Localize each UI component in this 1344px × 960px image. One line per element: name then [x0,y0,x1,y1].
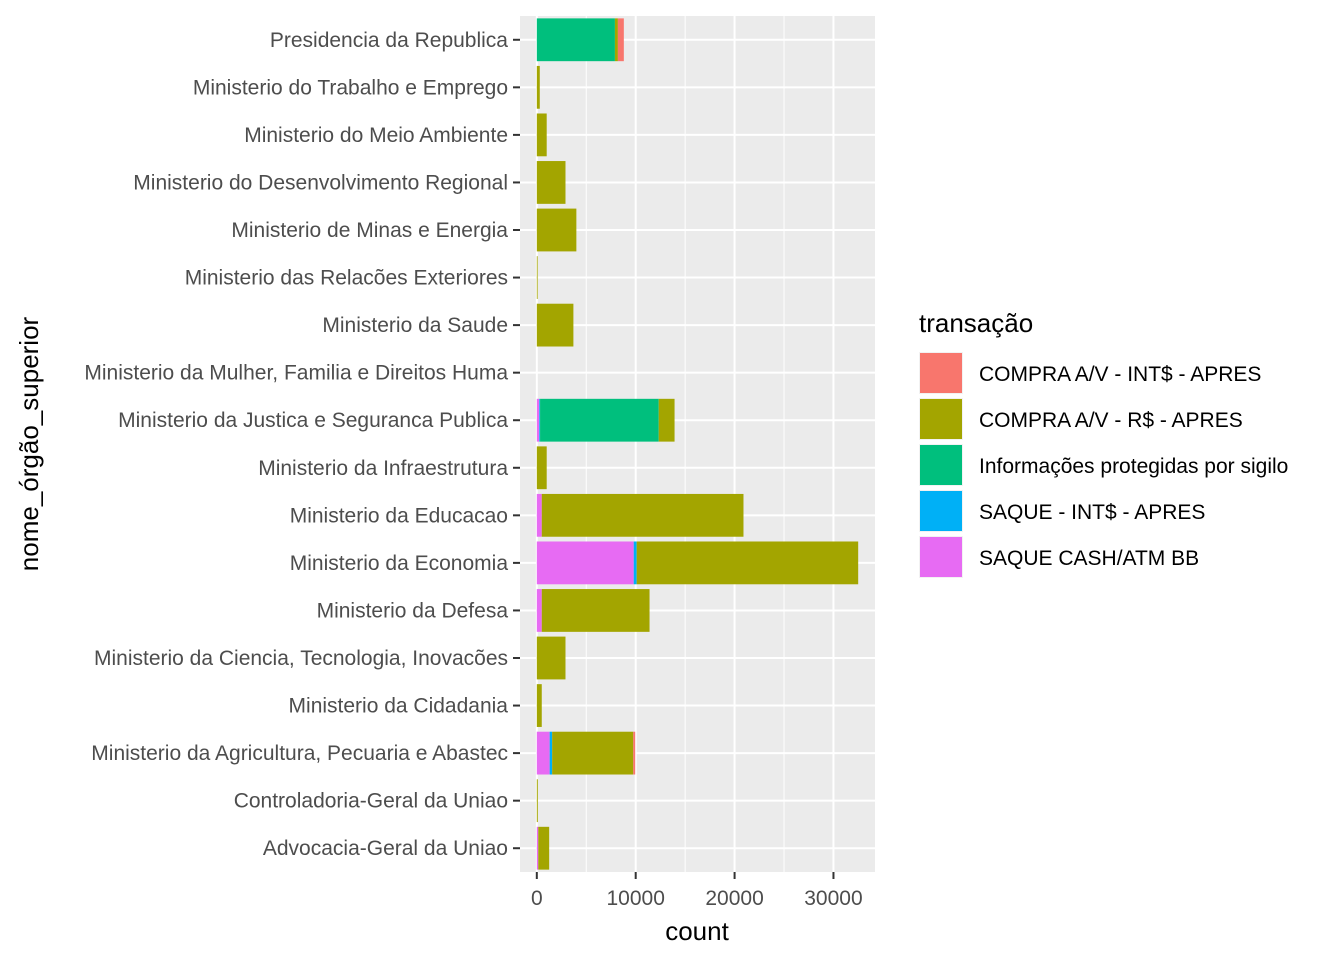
y-tick-label: Ministerio do Desenvolvimento Regional [133,171,508,194]
bar-segment [536,684,542,727]
x-tick-label: 0 [531,887,543,910]
y-tick-label: Ministerio da Educacao [290,504,508,527]
bar-segment [536,636,566,680]
y-tick-label: Ministerio das Relacões Exteriores [185,267,508,290]
x-tick-label: 20000 [705,887,763,910]
y-tick-label: Ministerio da Defesa [317,599,509,622]
legend-label: Informações protegidas por sigilo [979,455,1288,478]
bar-segment [633,731,636,775]
legend: COMPRA A/V - INT$ - APRES COMPRA A/V - R$… [919,352,1288,578]
legend-swatch [920,491,962,531]
y-tick-label: Ministerio do Meio Ambiente [244,124,508,147]
bar-segment [633,541,637,585]
y-tick-label: Ministerio da Ciencia, Tecnologia, Inova… [94,647,508,670]
bar-segment [536,18,615,62]
x-tick-label: 30000 [804,887,862,910]
y-tick-label: Controladoria-Geral da Uniao [234,790,508,813]
y-tick-label: Ministerio da Economia [290,552,509,575]
bar-segment [536,779,538,823]
bar-segment [536,493,542,537]
bars [536,18,859,870]
bar-segment [536,446,547,490]
bar-segment [541,589,650,632]
x-tick-label: 10000 [606,887,664,910]
y-axis-title: nome_órgão_superior [14,316,44,571]
bar-segment [536,208,577,252]
x-axis-title: count [665,916,729,946]
y-tick-label: Ministerio da Mulher, Familia e Direitos… [84,362,508,385]
bar-segment [549,731,553,775]
legend-label: COMPRA A/V - INT$ - APRES [979,363,1261,386]
bar-segment [541,493,744,537]
legend-swatch [920,445,962,485]
bar-segment [536,161,566,204]
bar-segment [538,826,550,870]
bar-segment [539,398,541,442]
y-tick-label: Ministerio da Saude [322,314,508,337]
bar-segment [614,18,618,62]
x-axis-ticks: 0 10000 20000 30000 [531,872,863,910]
bar-segment [636,541,859,585]
bar-segment [536,65,540,109]
bar-segment [536,113,547,157]
bar-segment [536,541,634,585]
legend-label: SAQUE - INT$ - APRES [979,501,1205,524]
bar-segment [658,398,675,442]
bar-segment [536,303,574,347]
bar-segment [536,256,538,299]
legend-label: COMPRA A/V - R$ - APRES [979,409,1243,432]
bar-segment [617,18,624,62]
legend-swatch [920,537,962,577]
y-tick-label: Ministerio da Infraestrutura [258,457,508,480]
y-tick-label: Ministerio da Agricultura, Pecuaria e Ab… [91,742,508,765]
legend-swatch [920,353,962,393]
legend-title: transação [919,308,1033,338]
y-axis-ticks: Presidencia da Republica Ministerio do Tr… [84,29,520,860]
y-tick-label: Presidencia da Republica [270,29,508,52]
plot-panel [520,16,875,872]
y-tick-label: Ministerio da Cidadania [289,695,509,718]
bar-segment [536,589,542,632]
y-tick-label: Ministerio da Justica e Seguranca Public… [118,409,508,432]
y-tick-label: Ministerio do Trabalho e Emprego [193,76,508,99]
legend-swatch [920,399,962,439]
bar-segment [536,731,550,775]
bar-segment [536,826,539,870]
y-tick-label: Ministerio de Minas e Energia [231,219,508,242]
bar-segment [552,731,634,775]
legend-label: SAQUE CASH/ATM BB [979,547,1199,570]
bar-segment [540,398,659,442]
y-tick-label: Advocacia-Geral da Uniao [263,837,508,860]
bar-segment [536,398,540,442]
